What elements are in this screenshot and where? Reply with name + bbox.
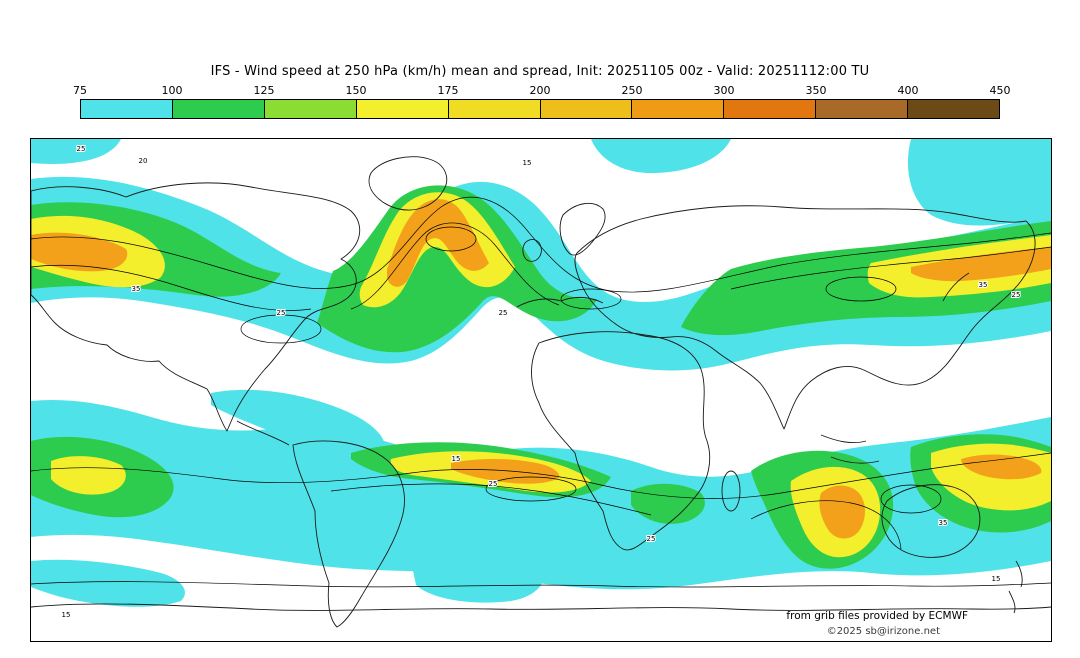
wind-region [451, 458, 560, 484]
coastline-japan [942, 272, 970, 302]
contour-label: 15 [992, 575, 1001, 583]
coastline-new-zealand [1008, 560, 1023, 614]
world-map: 25 20 15 35 25 25 35 25 15 25 25 35 15 15 [30, 138, 1052, 642]
colorbar-tick-label: 150 [345, 84, 367, 97]
contour-label: 25 [489, 480, 498, 488]
colorbar-tick-label: 350 [805, 84, 827, 97]
coastline-north-america [31, 182, 361, 432]
coastline-greenland [368, 156, 448, 211]
contour-label: 15 [452, 455, 461, 463]
coastline-se-asia [820, 434, 867, 444]
coastline-scandinavia [559, 202, 606, 256]
coastline-south-america [292, 440, 405, 628]
colorbar-bar [80, 99, 1000, 119]
colorbar-tick-label: 400 [897, 84, 919, 97]
contour-line [31, 264, 312, 311]
spread-contour [825, 276, 897, 302]
wind-region [31, 139, 121, 164]
map-svg: 25 20 15 35 25 25 35 25 15 25 25 35 15 15 [31, 139, 1051, 628]
wind-region [911, 247, 1051, 282]
coastline-antarctica [31, 603, 1051, 611]
contour-lines [31, 196, 1051, 588]
colorbar-segment [448, 100, 541, 118]
contour-label: 25 [647, 535, 656, 543]
contour-label: 35 [979, 281, 988, 289]
colorbar-tick-row: 75 100 125 150 175 200 250 300 350 400 450 [73, 84, 1011, 97]
contour-line [730, 246, 1051, 290]
colorbar-tick-label: 300 [713, 84, 735, 97]
contour-line [31, 196, 1051, 293]
colorbar-segment [540, 100, 633, 118]
wind-region [387, 199, 489, 287]
contour-labels: 25 20 15 35 25 25 35 25 15 25 25 35 15 15 [61, 144, 1022, 620]
contour-line [750, 500, 902, 550]
contour-label: 25 [77, 145, 86, 153]
coastline-africa [531, 331, 711, 551]
spread-contour [880, 484, 942, 514]
colorbar-tick-label: 75 [73, 84, 87, 97]
contour-label: 15 [523, 159, 532, 167]
wind-region [51, 456, 126, 495]
wind-region [211, 389, 385, 458]
colorbar-tick-label: 250 [621, 84, 643, 97]
colorbar-segment [816, 100, 909, 118]
coastline-eurasia [574, 205, 1036, 430]
colorbar-tick-label: 175 [437, 84, 459, 97]
spread-contour [240, 314, 322, 344]
colorbar-segment [81, 100, 173, 118]
attribution-copyright: ©2025 sb@irizone.net [826, 626, 940, 637]
wind-region [411, 556, 545, 603]
colorbar-segment [264, 100, 357, 118]
chart-title: IFS - Wind speed at 250 hPa (km/h) mean … [210, 64, 870, 79]
coastline-australia [881, 484, 981, 558]
contour-line [31, 581, 1051, 588]
colorbar-tick-label: 450 [989, 84, 1011, 97]
contour-label: 25 [1012, 291, 1021, 299]
spread-contour [425, 226, 477, 252]
coastlines [31, 156, 1051, 628]
spread-contour [560, 288, 622, 310]
contour-label: 35 [132, 285, 141, 293]
coastline-madagascar [721, 470, 741, 512]
wind-region [907, 139, 1051, 226]
colorbar-segment [356, 100, 449, 118]
colorbar-segment [908, 100, 1000, 118]
coastline-central-america [236, 420, 290, 446]
wind-fill-orange-layer [31, 199, 1051, 539]
wind-region [961, 454, 1042, 480]
contour-label: 20 [139, 157, 148, 165]
coastline-mediterranean [516, 296, 604, 308]
colorbar-segment [172, 100, 265, 118]
wind-region [31, 232, 128, 272]
colorbar-tick-label: 200 [529, 84, 551, 97]
contour-label: 25 [499, 309, 508, 317]
wind-region [31, 559, 185, 607]
colorbar-tick-label: 100 [161, 84, 183, 97]
wind-region [819, 485, 865, 539]
contour-line [350, 222, 560, 310]
contour-line [330, 483, 652, 516]
colorbar-segment [724, 100, 817, 118]
wind-region [591, 139, 731, 173]
contour-line [31, 452, 1051, 499]
coastline-indonesia [830, 456, 880, 464]
spread-contour [485, 476, 577, 502]
wind-region [317, 185, 597, 353]
colorbar-segment [632, 100, 725, 118]
contour-label: 15 [62, 611, 71, 619]
coastline-britain [522, 239, 542, 262]
contour-label: 35 [939, 519, 948, 527]
colorbar: 75 100 125 150 175 200 250 300 350 400 450 [73, 84, 1011, 119]
colorbar-tick-label: 125 [253, 84, 275, 97]
attribution-source: from grib files provided by ECMWF [786, 610, 968, 622]
contour-label: 25 [277, 309, 286, 317]
